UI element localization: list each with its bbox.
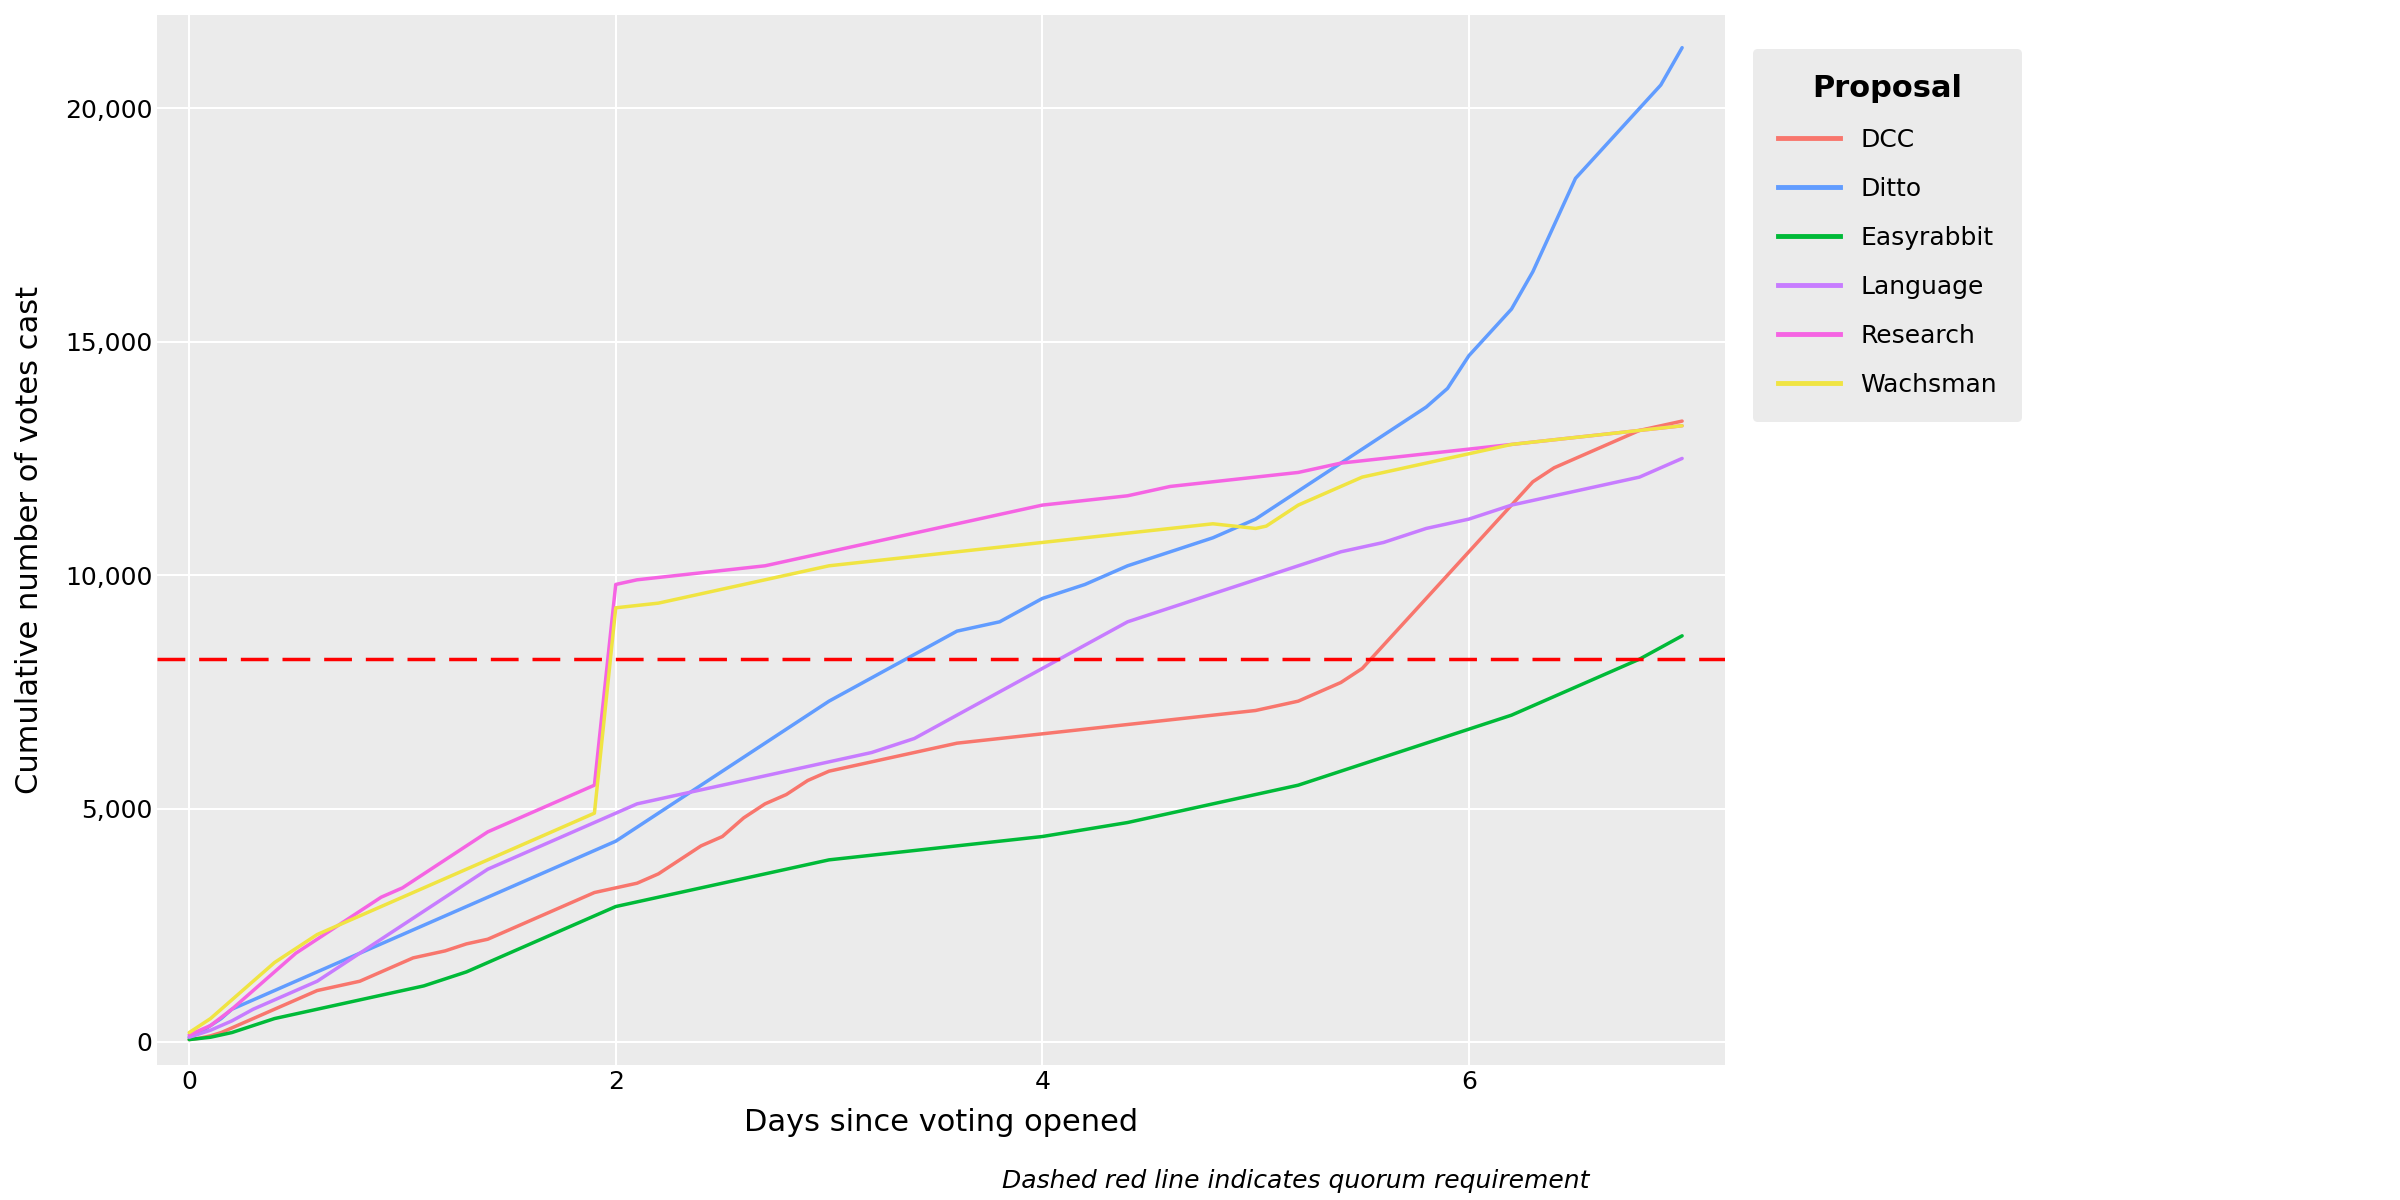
Y-axis label: Cumulative number of votes cast: Cumulative number of votes cast bbox=[14, 286, 43, 794]
Text: Dashed red line indicates quorum requirement: Dashed red line indicates quorum require… bbox=[1003, 1169, 1589, 1193]
Legend: DCC, Ditto, Easyrabbit, Language, Research, Wachsman: DCC, Ditto, Easyrabbit, Language, Resear… bbox=[1752, 48, 2023, 421]
X-axis label: Days since voting opened: Days since voting opened bbox=[744, 1108, 1138, 1138]
